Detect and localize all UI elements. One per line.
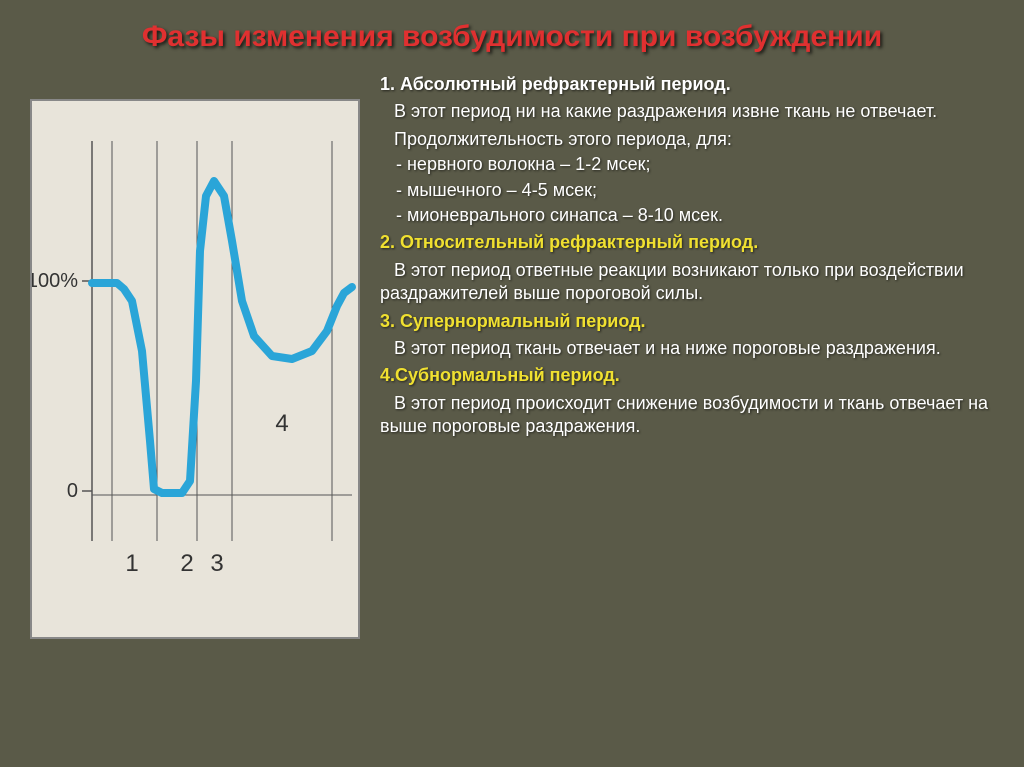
svg-text:100%: 100% <box>32 270 78 292</box>
svg-text:2: 2 <box>180 550 193 577</box>
chart-svg: 100% 0 1 23 4 <box>32 101 362 641</box>
svg-text:0: 0 <box>67 480 78 502</box>
section-heading: 4.Субнормальный период. <box>380 364 994 387</box>
section-subitem: - нервного волокна – 1-2 мсек; <box>396 153 994 176</box>
text-column: 1. Абсолютный рефрактерный период. В этот… <box>380 69 994 747</box>
section-heading: 3. Супернормальный период. <box>380 310 994 333</box>
section-heading: 2. Относительный рефрактерный период. <box>380 231 994 254</box>
slide-title: Фазы изменения возбудимости при возбужде… <box>30 20 994 54</box>
svg-text:1: 1 <box>125 550 138 577</box>
section-subitem: - мионеврального синапса – 8-10 мсек. <box>396 204 994 227</box>
section-paragraph: Продолжительность этого периода, для: <box>380 128 994 151</box>
content-row: 100% 0 1 23 4 1. Абсолютный рефрактерный пер… <box>30 69 994 747</box>
section-paragraph: В этот период происходит снижение возбуд… <box>380 392 994 439</box>
svg-text:3: 3 <box>210 550 223 577</box>
excitability-diagram: 100% 0 1 23 4 <box>30 99 360 639</box>
section-paragraph: В этот период ответные реакции возникают… <box>380 259 994 306</box>
section-paragraph: В этот период ни на какие раздражения из… <box>380 100 994 123</box>
section-heading: 1. Абсолютный рефрактерный период. <box>380 73 994 96</box>
diagram-column: 100% 0 1 23 4 <box>30 69 360 747</box>
slide: Фазы изменения возбудимости при возбужде… <box>0 0 1024 767</box>
svg-text:4: 4 <box>275 410 288 437</box>
section-paragraph: В этот период ткань отвечает и на ниже п… <box>380 337 994 360</box>
section-subitem: - мышечного – 4-5 мсек; <box>396 179 994 202</box>
